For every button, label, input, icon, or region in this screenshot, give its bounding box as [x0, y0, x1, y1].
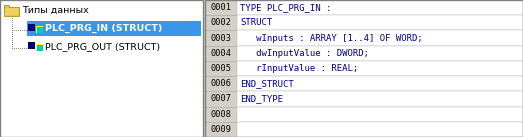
Bar: [237, 0, 523, 15]
Bar: [205, 122, 237, 137]
Text: 0004: 0004: [210, 49, 232, 58]
Bar: [28, 24, 35, 31]
Bar: [28, 42, 35, 49]
Bar: [37, 45, 43, 51]
Bar: [237, 107, 523, 122]
Bar: [205, 15, 237, 30]
Bar: [5, 8, 18, 15]
Bar: [237, 46, 523, 61]
Text: 0009: 0009: [210, 125, 232, 134]
Bar: [37, 27, 43, 33]
Bar: [237, 30, 523, 46]
Text: 0007: 0007: [210, 94, 232, 103]
Text: END_TYPE: END_TYPE: [240, 94, 283, 103]
Bar: [36, 26, 43, 33]
Text: 0003: 0003: [210, 34, 232, 43]
Bar: [205, 61, 237, 76]
Bar: [237, 61, 523, 76]
Bar: [237, 0, 523, 137]
Bar: [237, 122, 523, 137]
Bar: [205, 0, 523, 137]
Bar: [36, 44, 43, 51]
Text: STRUCT: STRUCT: [240, 18, 272, 27]
Bar: [4, 7, 19, 16]
Text: TYPE PLC_PRG_IN :: TYPE PLC_PRG_IN :: [240, 3, 332, 12]
Bar: [0, 0, 203, 137]
Bar: [205, 0, 237, 15]
Bar: [4, 5, 9, 8]
Bar: [237, 15, 523, 30]
Text: wInputs : ARRAY [1..4] OF WORD;: wInputs : ARRAY [1..4] OF WORD;: [240, 34, 423, 43]
Text: rInputValue : REAL;: rInputValue : REAL;: [240, 64, 358, 73]
Bar: [237, 91, 523, 107]
Text: 0002: 0002: [210, 18, 232, 27]
Bar: [205, 76, 237, 91]
Text: END_STRUCT: END_STRUCT: [240, 79, 294, 88]
Text: PLC_PRG_IN (STRUCT): PLC_PRG_IN (STRUCT): [45, 24, 162, 33]
Text: 0008: 0008: [210, 110, 232, 119]
Text: 0006: 0006: [210, 79, 232, 88]
Bar: [27, 21, 201, 36]
Bar: [205, 46, 237, 61]
Bar: [0, 0, 203, 137]
Bar: [205, 107, 237, 122]
Text: PLC_PRG_OUT (STRUCT): PLC_PRG_OUT (STRUCT): [45, 42, 160, 51]
Text: Типы данных: Типы данных: [22, 6, 89, 15]
Text: 0005: 0005: [210, 64, 232, 73]
Text: dwInputValue : DWORD;: dwInputValue : DWORD;: [240, 49, 369, 58]
Text: 0001: 0001: [210, 3, 232, 12]
Bar: [205, 91, 237, 107]
Bar: [237, 76, 523, 91]
Bar: [205, 30, 237, 46]
